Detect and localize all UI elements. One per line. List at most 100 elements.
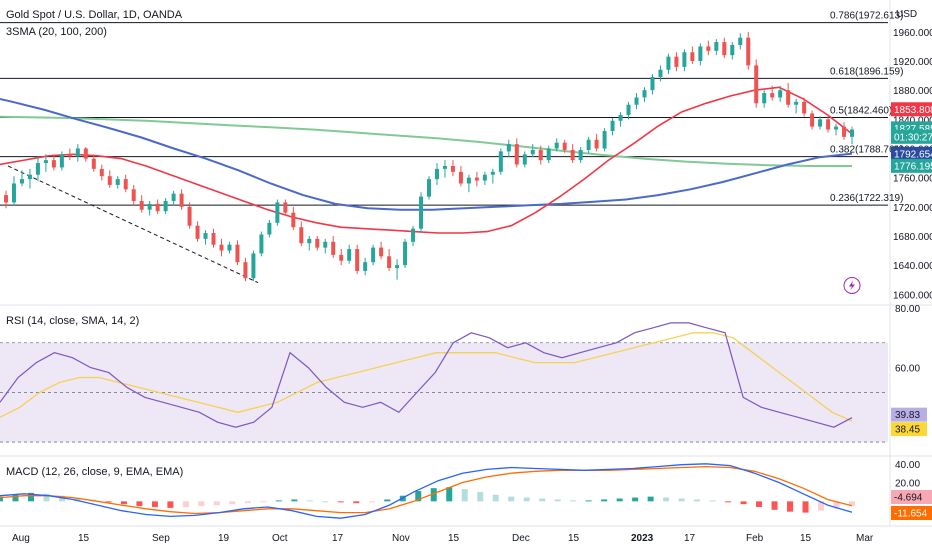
x-axis-tick: 17 [684,533,696,544]
macd-histogram-bar [740,501,747,505]
candle-body [403,241,408,266]
candle-body [411,228,416,242]
price-axis-tick: 1960.000 [893,28,932,39]
fib-level-label: 0.5(1842.460) [830,106,892,117]
candle-body [498,151,503,172]
x-axis-tick: Mar [856,533,874,544]
sma200-line [0,115,852,167]
macd-histogram-bar [12,494,19,502]
price-axis-tick: 1920.000 [893,57,932,68]
candle-body [834,126,839,130]
candle-body [442,165,447,169]
candle-body [434,168,439,180]
candle-body [754,65,759,104]
price-tag-label: 01:30:27 [894,132,932,143]
x-axis-tick: 15 [800,533,812,544]
price-axis-tick: 1720.000 [893,203,932,214]
candle-body [562,142,567,150]
candle-body [115,179,120,185]
x-axis-tick: 15 [448,533,460,544]
candle-body [466,177,471,184]
macd-histogram-bar [694,499,701,502]
candle-body [634,97,639,105]
macd-histogram-bar [306,500,313,502]
macd-tag [891,490,932,504]
rsi-ma-line [0,332,853,422]
macd-histogram-bar [120,501,127,505]
candle-body [139,200,144,210]
rsi-tag [891,422,927,437]
candle-body [219,244,224,251]
macd-histogram-bar [244,501,251,504]
macd-histogram-bar [353,501,360,504]
candle-body [379,247,384,257]
x-axis-tick: Sep [152,533,170,544]
sma-legend[interactable]: 3SMA (20, 100, 200) [6,26,107,38]
rsi-tag-label: 38.45 [895,425,920,436]
macd-axis-tick: 20.00 [895,479,920,490]
macd-histogram-bar [492,494,499,502]
macd-tag-label: -11.654 [894,509,928,520]
price-axis-tick: 1880.000 [893,86,932,97]
macd-histogram-bar [849,501,855,506]
candle-body [626,104,631,115]
macd-tag-label: -4.694 [894,493,923,504]
candle-body [147,203,152,210]
macd-histogram-bar [415,491,422,502]
symbol-title[interactable]: Gold Spot / U.S. Dollar, 1D, OANDA [6,9,183,21]
candle-body [690,52,695,62]
macd-histogram-bar [663,497,670,502]
candle-body [514,144,519,165]
macd-histogram-bar [213,501,220,506]
macd-histogram-bar [585,500,592,502]
macd-histogram-bar [554,499,561,502]
sma20-line [0,86,853,234]
sma100-line [0,97,853,211]
macd-histogram-bar [709,500,716,502]
alert-lightning-icon [843,277,861,295]
macd-histogram-bar [508,496,515,502]
candle-body [554,142,559,149]
candle-body [458,171,463,184]
macd-legend[interactable]: MACD (12, 26, close, 9, EMA, EMA) [6,466,184,478]
price-tag-label: 1792.654 [894,149,932,160]
price-axis-tick: 1760.000 [893,174,932,185]
candle-body [203,233,208,239]
fib-level-label: 0.786(1972.613) [830,11,903,22]
candle-body [570,149,575,161]
candle-body [51,160,56,168]
candle-body [602,130,607,149]
candle-body [482,174,487,181]
rsi-axis-tick: 60.00 [895,364,920,375]
candle-body [339,254,344,261]
candle-body [530,149,535,155]
candle-body [11,183,16,203]
candle-body [522,154,527,165]
macd-histogram-bar [43,493,50,502]
rsi-line [0,322,853,428]
candle-body [371,247,376,263]
candle-body [450,165,455,172]
candle-body [35,163,40,175]
macd-histogram-bar [616,498,623,502]
candle-body [363,262,368,271]
macd-histogram-bar [105,501,112,503]
macd-histogram-bar [833,501,840,509]
macd-histogram-bar [632,497,639,502]
candle-body [698,46,703,62]
candle-body [347,249,352,261]
candle-body [251,253,256,279]
candle-body [786,90,791,105]
macd-histogram-bar [27,492,34,502]
macd-histogram-bar [275,500,282,502]
candle-body [259,234,264,254]
currency-label: USD [896,9,918,20]
macd-histogram-bar [601,499,608,502]
macd-histogram-bar [167,501,174,508]
macd-histogram-bar [570,500,577,502]
candle-body [243,262,248,279]
fib-level-label: 0.618(1896.159) [830,66,903,77]
macd-histogram-bar [771,501,778,510]
rsi-legend[interactable]: RSI (14, close, SMA, 14, 2) [6,315,140,327]
macd-histogram-bar [74,497,81,502]
